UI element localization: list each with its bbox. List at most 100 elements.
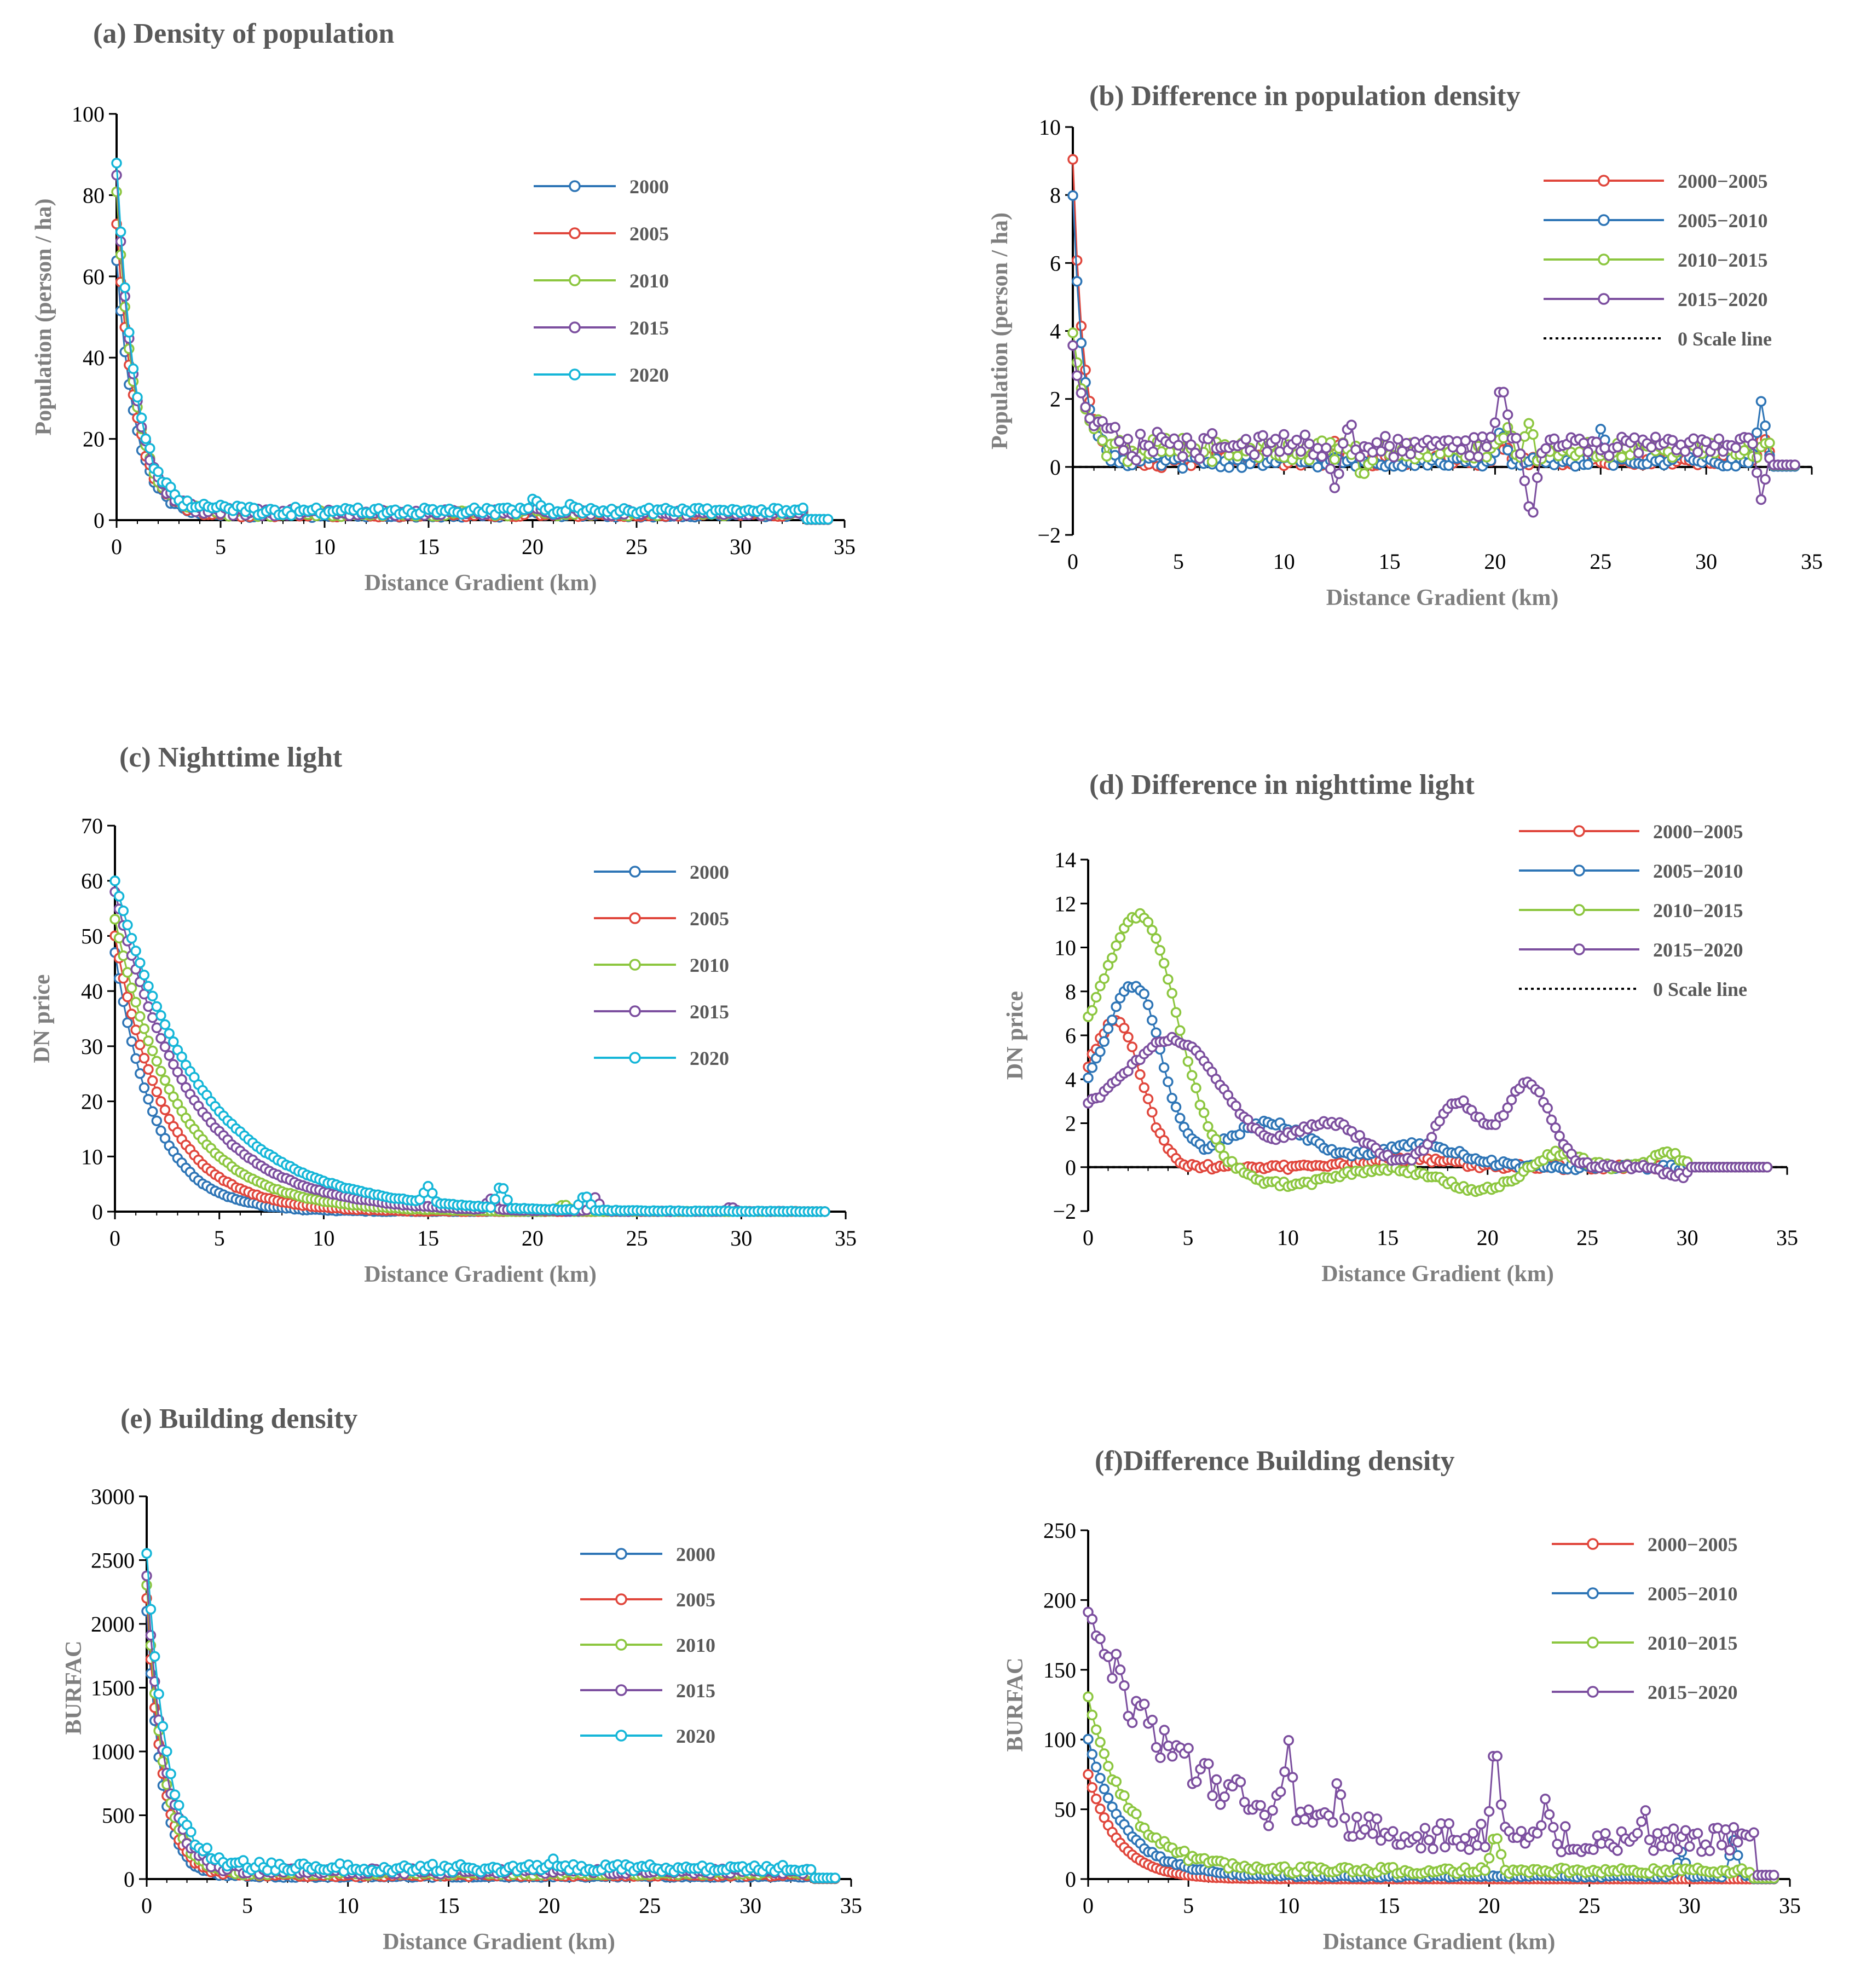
series-2020 <box>111 158 834 525</box>
legend-entry: 2015 <box>580 1680 715 1702</box>
y-axis-label: Population (person / ha) <box>31 199 56 436</box>
data-point <box>1095 1803 1106 1814</box>
legend-marker <box>615 1639 627 1651</box>
data-point <box>135 1039 146 1051</box>
data-point <box>1384 441 1395 452</box>
data-point <box>174 1800 184 1811</box>
data-point <box>1502 445 1513 456</box>
data-point <box>1090 1724 1102 1735</box>
legend-label: 2010−2015 <box>1653 900 1743 921</box>
data-point <box>1650 431 1661 443</box>
data-point <box>805 1864 817 1875</box>
data-point <box>1240 434 1252 445</box>
y-tick-label: 10 <box>1054 936 1076 960</box>
data-point <box>1130 454 1142 466</box>
data-point <box>1498 433 1509 443</box>
legend-entry: 2020 <box>594 1047 729 1069</box>
data-point <box>1333 468 1344 480</box>
chart-e: (e) Building density05001000150020002500… <box>61 1403 862 1955</box>
data-point <box>1371 437 1383 448</box>
x-tick-label: 0 <box>1083 1893 1094 1918</box>
data-point <box>109 914 120 925</box>
data-point <box>1071 255 1083 266</box>
legend-label: 2000 <box>690 861 729 883</box>
data-point <box>1542 1103 1553 1114</box>
data-point <box>130 996 141 1008</box>
data-point <box>109 875 120 886</box>
legend-label: 2010 <box>629 270 669 292</box>
data-point <box>1354 451 1366 463</box>
data-point <box>1405 448 1416 460</box>
legend-marker <box>569 274 581 286</box>
legend-marker <box>569 321 581 333</box>
legend-entry: 2000 <box>534 176 669 198</box>
x-tick-label: 30 <box>730 534 752 559</box>
data-point <box>1469 432 1480 443</box>
y-tick-label: 0 <box>1065 1867 1076 1892</box>
data-point <box>1388 452 1400 463</box>
series-line <box>115 163 828 520</box>
data-point <box>1151 1027 1162 1038</box>
y-axis-label: Population (person / ha) <box>987 212 1013 450</box>
data-point <box>1464 450 1475 462</box>
legend-label: 2020 <box>690 1047 729 1069</box>
x-tick-label: 35 <box>840 1893 862 1918</box>
data-point <box>1595 424 1607 435</box>
data-point <box>1751 427 1763 439</box>
data-point <box>155 1033 166 1044</box>
y-tick-label: 4 <box>1065 1067 1076 1092</box>
y-tick-label: 14 <box>1054 848 1076 872</box>
data-point <box>1107 1015 1118 1025</box>
x-tick-label: 0 <box>111 534 122 559</box>
legend-entry: 2005 <box>534 223 669 245</box>
data-point <box>286 510 297 521</box>
data-point <box>1380 431 1391 442</box>
y-tick-label: 2500 <box>91 1548 135 1573</box>
data-point <box>161 1746 172 1757</box>
data-point <box>1477 431 1488 442</box>
y-tick-label: 20 <box>83 427 105 452</box>
x-tick-label: 20 <box>538 1893 560 1918</box>
data-point <box>1608 460 1619 471</box>
legend-label: 2015 <box>676 1680 715 1702</box>
data-point <box>1760 420 1771 431</box>
series-line <box>146 1611 835 1880</box>
y-tick-label: −2 <box>1053 1199 1076 1224</box>
data-point <box>143 1064 154 1075</box>
legend-label: 2005 <box>629 223 669 245</box>
x-axis-label: Distance Gradient (km) <box>383 1929 615 1955</box>
x-tick-label: 5 <box>214 1226 225 1251</box>
y-tick-label: 250 <box>1043 1518 1076 1543</box>
legend-entry: 2010−2015 <box>1519 900 1743 921</box>
data-point <box>1118 445 1129 456</box>
legend-marker <box>1573 943 1585 955</box>
data-point <box>1166 1093 1177 1104</box>
data-point <box>130 1024 141 1035</box>
data-point <box>1071 370 1083 381</box>
legend-entry: 2005 <box>580 1589 715 1611</box>
data-point <box>147 1045 158 1057</box>
data-point <box>169 1789 181 1800</box>
series-2015 <box>111 170 834 525</box>
y-tick-label: −2 <box>1037 523 1061 548</box>
x-tick-label: 35 <box>1801 549 1823 574</box>
x-tick-label: 0 <box>141 1893 152 1918</box>
data-point <box>159 1019 171 1030</box>
legend-label: 2000 <box>676 1543 715 1565</box>
series-line <box>1072 345 1795 515</box>
y-tick-label: 0 <box>124 1867 135 1892</box>
legend-label: 2000 <box>629 176 669 198</box>
x-tick-label: 15 <box>1379 549 1401 574</box>
y-tick-label: 40 <box>81 979 103 1004</box>
data-point <box>1667 435 1678 446</box>
data-point <box>1751 467 1763 479</box>
data-point <box>1099 1783 1110 1795</box>
data-point <box>165 1768 176 1779</box>
x-tick-label: 25 <box>1579 1893 1600 1918</box>
data-point <box>1110 422 1120 433</box>
data-point <box>157 1721 169 1732</box>
series-line <box>115 192 828 521</box>
x-tick-label: 35 <box>835 1226 857 1251</box>
chart-title: (e) Building density <box>120 1403 357 1434</box>
x-tick-label: 10 <box>1277 1225 1299 1250</box>
